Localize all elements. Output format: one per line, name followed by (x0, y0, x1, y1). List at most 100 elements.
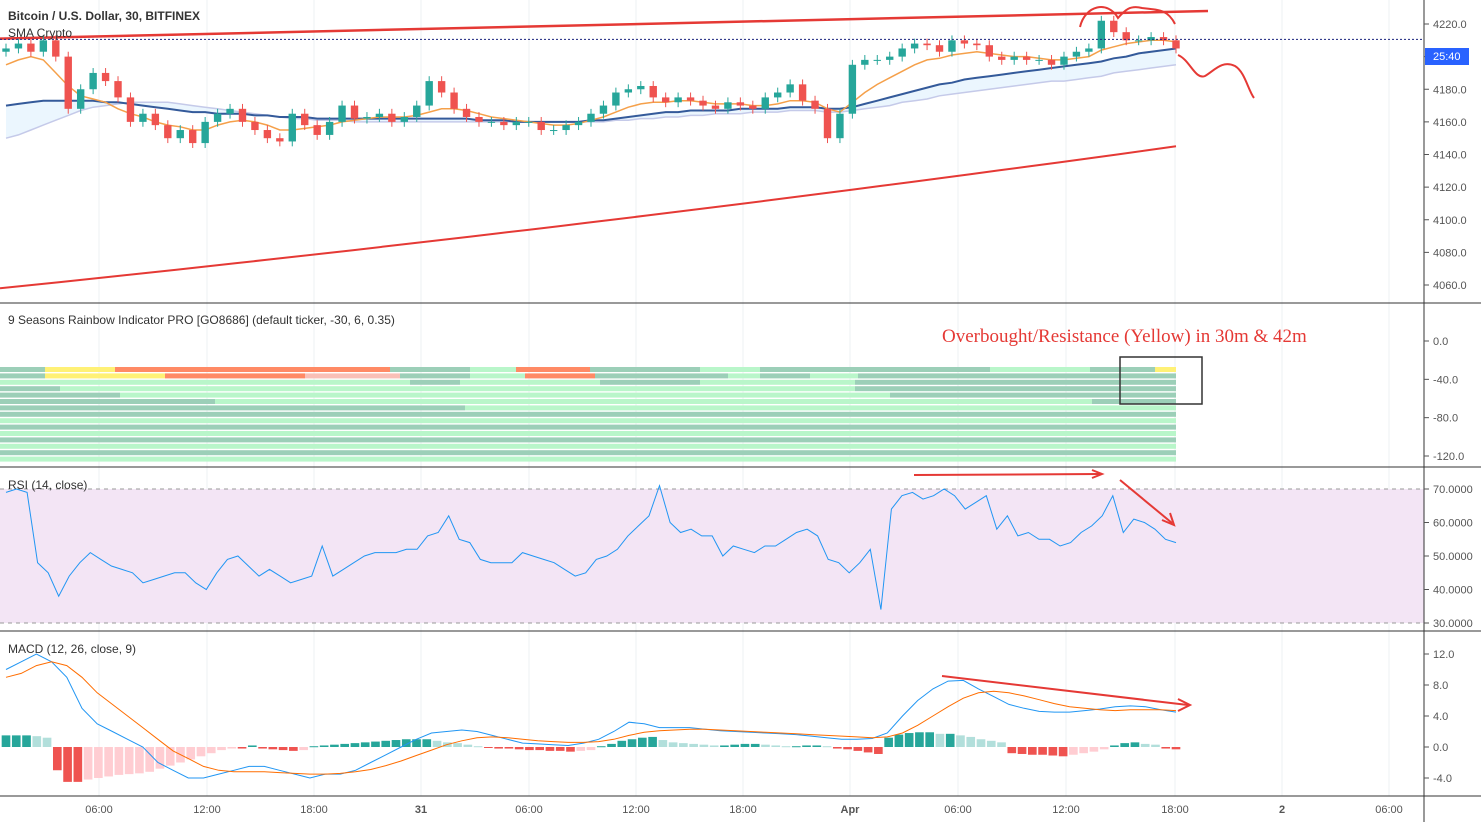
macd-bar (761, 744, 770, 747)
rainbow-segment (115, 367, 237, 372)
price-panel[interactable] (0, 6, 1424, 290)
rainbow-segment (700, 379, 855, 385)
candle-body (325, 121, 334, 135)
macd-bar (925, 732, 935, 747)
time-axis[interactable]: 06:00 12:00 18:00 31 06:00 12:00 18:00 Apr 06:00… (85, 804, 1403, 816)
candle-body (213, 113, 222, 122)
macd-bar (1110, 745, 1119, 747)
macd-bar (617, 740, 627, 747)
overbought-box (1119, 356, 1203, 405)
rsi-tick-label: 40.0000 (1433, 585, 1473, 597)
rainbow-segment (470, 373, 525, 379)
macd-bar (473, 746, 483, 748)
rainbow-segment (516, 367, 590, 372)
candle-body (1035, 59, 1043, 61)
macd-bar (247, 745, 257, 747)
macd-line (5, 653, 1177, 779)
candle-body (923, 43, 931, 46)
rsi-indicator-label[interactable]: RSI (14, close) (8, 478, 88, 492)
macd-bar (915, 732, 924, 747)
rainbow-panel[interactable]: Overbought/Resistance (Yellow) in 30m & … (0, 326, 1307, 462)
macd-bar (381, 740, 391, 747)
macd-bar (709, 745, 719, 747)
rainbow-segment (855, 367, 990, 372)
candle-body (861, 59, 869, 65)
candle-body (263, 130, 272, 139)
rainbow-segment (855, 386, 1176, 392)
candle-body (288, 113, 296, 142)
macd-bar (1151, 744, 1160, 747)
rsi-panel[interactable] (0, 469, 1424, 624)
macd-bar (94, 747, 103, 778)
macd-bar (945, 733, 955, 747)
rainbow-segment (890, 392, 1176, 398)
macd-bar (371, 741, 380, 747)
candle-body (251, 121, 259, 131)
rainbow-segment (600, 379, 700, 385)
macd-bar (463, 744, 473, 747)
candle-body (886, 56, 894, 60)
macd-bar (1017, 747, 1027, 754)
candle-body (798, 84, 807, 101)
candle-body (574, 121, 583, 126)
candle-body (1047, 59, 1056, 65)
candle-body (512, 121, 521, 126)
candle-body (400, 116, 408, 122)
rainbow-segment (237, 367, 283, 372)
macd-bar (432, 740, 442, 747)
rainbow-segment (0, 437, 1176, 443)
macd-bar (781, 746, 791, 748)
macd-bar (494, 747, 503, 749)
rainbow-indicator-label[interactable]: 9 Seasons Rainbow Indicator PRO [GO8686]… (8, 313, 395, 327)
sma-indicator-label[interactable]: SMA Crypto (8, 26, 73, 40)
macd-bar (689, 743, 698, 747)
rainbow-segment (0, 405, 465, 411)
rainbow-segment (990, 367, 1090, 372)
candle-body (1110, 20, 1118, 33)
candle-body (487, 121, 496, 123)
macd-bar (11, 735, 21, 747)
rainbow-segment (165, 373, 305, 379)
macd-bar (206, 747, 216, 754)
rsi-line (5, 483, 1177, 610)
rainbow-segment (0, 443, 1176, 449)
macd-tick-label: 12.0 (1433, 649, 1454, 661)
rainbow-segment (1090, 373, 1176, 379)
rainbow-segment (400, 373, 470, 379)
macd-tick-label: 0.0 (1433, 742, 1448, 754)
macd-bar (73, 747, 83, 782)
macd-bar (740, 743, 750, 747)
candle-body (313, 125, 321, 135)
macd-bar (730, 744, 740, 747)
rainbow-segment (460, 379, 600, 385)
rainbow-segment (470, 367, 516, 372)
macd-tick-label: -4.0 (1433, 773, 1452, 785)
candle-body (1010, 56, 1018, 60)
current-price-tag: 25:40 (1425, 48, 1469, 65)
macd-bar (802, 745, 811, 747)
time-tick-label: 12:00 (193, 804, 221, 816)
macd-bar (986, 740, 996, 747)
macd-tick-label: 8.0 (1433, 680, 1448, 692)
rainbow-segment (390, 367, 470, 372)
macd-panel[interactable] (1, 653, 1193, 782)
macd-bar (412, 739, 421, 747)
macd-indicator-label[interactable]: MACD (12, 26, close, 9) (8, 642, 137, 656)
macd-bar (720, 745, 729, 747)
time-tick-label: 2 (1279, 804, 1285, 816)
macd-bar (155, 747, 165, 769)
time-tick-label: 31 (415, 804, 427, 816)
time-tick-label: 12:00 (1052, 804, 1080, 816)
price-axis[interactable]: 4220.04200.04180.04160.04140.04120.04100… (1424, 19, 1473, 785)
channel-upper (0, 9, 1209, 40)
rainbow-segment (45, 367, 115, 372)
rainbow-segment (590, 367, 700, 372)
rsi-tick-label: 70.0000 (1433, 484, 1473, 496)
macd-bar (1171, 747, 1181, 750)
symbol-title[interactable]: Bitcoin / U.S. Dollar, 30, BITFINEX (8, 9, 201, 23)
macd-bar (360, 742, 370, 747)
candle-body (587, 113, 595, 122)
macd-bar (227, 747, 237, 749)
